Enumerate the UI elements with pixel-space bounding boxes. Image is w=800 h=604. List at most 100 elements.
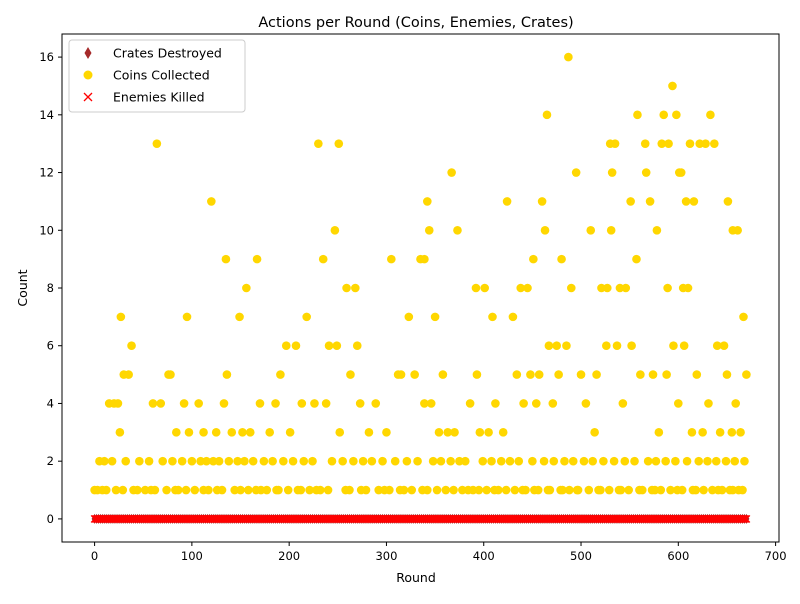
coin-point	[211, 428, 221, 437]
coin-point	[549, 456, 559, 466]
coin-point	[148, 399, 158, 408]
coin-point	[434, 428, 444, 437]
coin-point	[669, 341, 678, 351]
coin-point	[689, 197, 699, 206]
coin-point	[471, 283, 481, 293]
coin-point	[627, 341, 636, 351]
coin-point	[390, 456, 400, 466]
data-markers	[90, 52, 751, 524]
coin-point	[443, 428, 453, 437]
coin-point	[450, 428, 459, 437]
coin-point	[166, 370, 175, 379]
coin-point	[730, 456, 740, 466]
coin-point	[158, 456, 167, 466]
coin-point	[671, 456, 680, 466]
coin-point	[692, 370, 702, 379]
coin-point	[540, 225, 550, 235]
coin-point	[222, 370, 232, 379]
x-tick-label: 500	[570, 549, 592, 563]
y-tick-label: 6	[47, 339, 54, 353]
coin-point	[199, 428, 208, 437]
coin-point	[632, 254, 641, 264]
coin-point	[428, 456, 438, 466]
coin-point	[562, 341, 571, 351]
coin-point	[242, 283, 251, 293]
enemy-marker	[742, 514, 751, 523]
coin-point	[633, 110, 642, 120]
coin-point	[719, 341, 729, 351]
coin-point	[420, 399, 429, 408]
coin-point	[299, 456, 309, 466]
coin-point	[736, 428, 745, 437]
coin-point	[323, 485, 333, 495]
coin-point	[491, 399, 500, 408]
coin-point	[564, 52, 573, 62]
coin-point	[171, 485, 180, 495]
coin-point	[664, 139, 673, 148]
coin-point	[607, 168, 617, 177]
coin-point	[402, 456, 412, 466]
coin-point	[475, 428, 485, 437]
coin-point	[245, 428, 255, 437]
coin-point	[661, 456, 670, 466]
x-tick-label: 0	[91, 549, 98, 563]
coin-point	[529, 254, 538, 264]
coin-point	[554, 370, 563, 379]
coin-point	[706, 110, 715, 120]
coin-point	[501, 485, 511, 495]
x-tick-label: 300	[375, 549, 397, 563]
coin-point	[221, 254, 231, 264]
y-axis-label: Count	[15, 269, 30, 306]
x-axis-ticks: 0 100 200 300 400 500 600 700	[91, 542, 787, 563]
coin-point	[407, 485, 417, 495]
coin-point	[568, 456, 578, 466]
coin-point	[484, 428, 493, 437]
coin-point	[565, 485, 574, 495]
coin-point	[626, 197, 635, 206]
coin-point	[271, 399, 280, 408]
coin-point	[127, 341, 136, 351]
legend-crates-marker	[84, 47, 92, 59]
coin-point	[659, 110, 669, 120]
coin-point	[612, 341, 622, 351]
coin-point	[207, 197, 216, 206]
coin-point	[291, 341, 301, 351]
y-axis-ticks: 0 2 4 6 8 10 12 14 16	[39, 50, 62, 526]
coin-point	[635, 485, 644, 495]
coin-point	[502, 197, 512, 206]
coin-point	[378, 456, 387, 466]
coin-point	[465, 399, 475, 408]
coin-point	[516, 283, 526, 293]
coin-point	[739, 312, 748, 322]
coin-point	[543, 485, 553, 495]
coin-point	[115, 428, 125, 437]
coin-point	[721, 456, 731, 466]
coin-point	[355, 399, 365, 408]
coin-point	[641, 168, 651, 177]
coin-point	[423, 485, 432, 495]
coin-point	[244, 485, 253, 495]
coin-point	[194, 399, 203, 408]
coin-point	[177, 456, 187, 466]
coin-point	[596, 485, 605, 495]
coin-point	[602, 283, 612, 293]
coin-point	[728, 485, 738, 495]
coin-point	[259, 456, 269, 466]
coin-point	[722, 370, 732, 379]
coin-point	[335, 428, 345, 437]
coin-point	[480, 283, 490, 293]
coin-point	[190, 485, 200, 495]
coin-point	[523, 283, 532, 293]
coin-point	[698, 428, 707, 437]
coin-point	[723, 197, 733, 206]
coin-point	[310, 399, 319, 408]
coin-point	[432, 485, 442, 495]
coin-point	[715, 428, 725, 437]
coin-point	[588, 456, 597, 466]
coin-point	[396, 370, 406, 379]
coin-point	[446, 456, 455, 466]
coin-point	[330, 225, 340, 235]
coin-point	[334, 139, 344, 148]
coin-point	[576, 370, 586, 379]
